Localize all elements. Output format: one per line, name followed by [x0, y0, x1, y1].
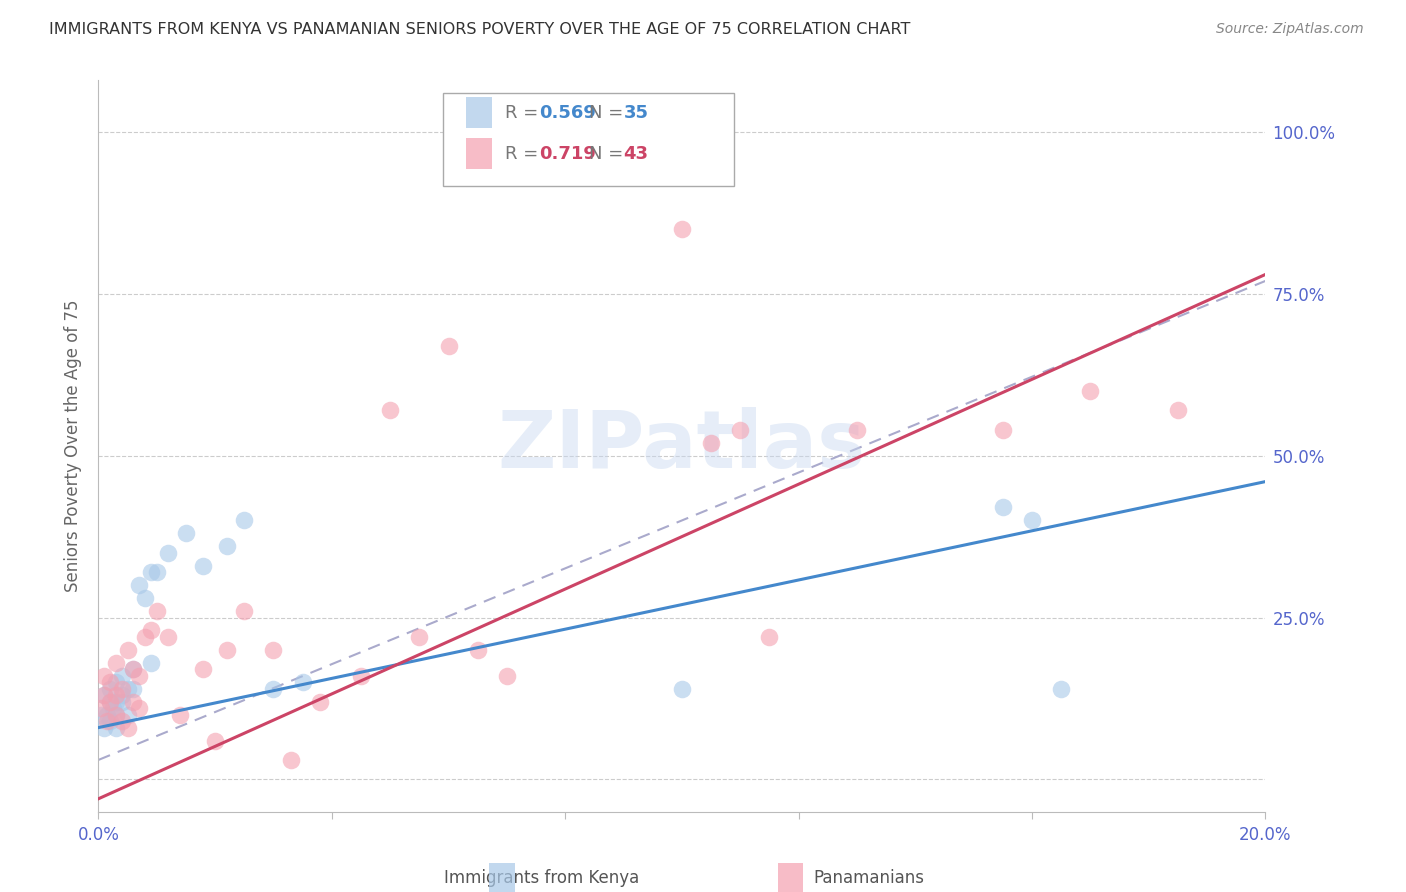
Point [98, 695, 121, 709]
Point [1021, 513, 1043, 527]
Point [350, 669, 373, 683]
Point [98, 675, 121, 690]
Point [991, 423, 1014, 437]
Text: N =: N = [589, 104, 628, 122]
Text: N =: N = [589, 145, 628, 163]
Point [122, 681, 145, 696]
Point [758, 630, 780, 644]
Point [139, 624, 162, 638]
Point [128, 669, 150, 683]
Point [104, 656, 127, 670]
Text: R =: R = [505, 104, 544, 122]
Point [174, 526, 197, 541]
Point [671, 222, 693, 236]
FancyBboxPatch shape [489, 863, 515, 892]
Text: R =: R = [505, 145, 544, 163]
Text: Panamanians: Panamanians [813, 869, 924, 887]
FancyBboxPatch shape [778, 863, 803, 892]
Point [1167, 403, 1189, 417]
Point [215, 539, 238, 553]
Point [134, 591, 156, 606]
Point [146, 604, 169, 618]
Point [1050, 681, 1073, 696]
Point [122, 662, 145, 676]
Point [96, 707, 118, 722]
Point [93, 688, 115, 702]
Point [93, 721, 115, 735]
Point [111, 669, 134, 683]
Point [111, 681, 134, 696]
Text: IMMIGRANTS FROM KENYA VS PANAMANIAN SENIORS POVERTY OVER THE AGE OF 75 CORRELATI: IMMIGRANTS FROM KENYA VS PANAMANIAN SENI… [49, 22, 911, 37]
Point [1080, 384, 1102, 398]
Point [728, 423, 751, 437]
Point [98, 695, 121, 709]
Point [700, 435, 723, 450]
Point [104, 695, 127, 709]
Point [98, 714, 121, 728]
FancyBboxPatch shape [443, 93, 734, 186]
Point [437, 339, 460, 353]
Point [90, 701, 112, 715]
Text: 0.569: 0.569 [540, 104, 596, 122]
Point [104, 688, 127, 702]
Point [96, 714, 118, 728]
Point [117, 681, 139, 696]
Point [93, 669, 115, 683]
Point [104, 707, 127, 722]
Point [193, 662, 215, 676]
Point [204, 733, 226, 747]
Point [215, 643, 238, 657]
Point [139, 566, 162, 580]
Point [128, 578, 150, 592]
Point [495, 669, 517, 683]
Point [101, 701, 124, 715]
Text: ZIPatlas: ZIPatlas [498, 407, 866, 485]
Point [845, 423, 868, 437]
Point [128, 701, 150, 715]
Point [233, 604, 256, 618]
Point [378, 403, 402, 417]
Point [262, 643, 284, 657]
Point [122, 662, 145, 676]
Point [309, 695, 332, 709]
Text: Source: ZipAtlas.com: Source: ZipAtlas.com [1216, 22, 1364, 37]
Point [671, 681, 693, 696]
Point [111, 695, 134, 709]
Y-axis label: Seniors Poverty Over the Age of 75: Seniors Poverty Over the Age of 75 [65, 300, 83, 592]
Point [157, 630, 180, 644]
Point [98, 681, 121, 696]
Point [157, 546, 180, 560]
Point [169, 707, 191, 722]
Point [262, 681, 284, 696]
Text: Immigrants from Kenya: Immigrants from Kenya [444, 869, 640, 887]
Point [117, 643, 139, 657]
Point [291, 675, 314, 690]
Point [104, 707, 127, 722]
FancyBboxPatch shape [465, 97, 492, 128]
Point [111, 688, 134, 702]
Point [117, 707, 139, 722]
Text: 35: 35 [623, 104, 648, 122]
Point [139, 656, 162, 670]
Point [280, 753, 302, 767]
Point [122, 695, 145, 709]
Text: 43: 43 [623, 145, 648, 163]
Point [146, 566, 169, 580]
Point [233, 513, 256, 527]
FancyBboxPatch shape [465, 138, 492, 169]
Point [93, 688, 115, 702]
Point [111, 714, 134, 728]
Point [134, 630, 156, 644]
Point [991, 500, 1014, 515]
Point [467, 643, 489, 657]
Point [104, 721, 127, 735]
Point [193, 558, 215, 573]
Point [117, 721, 139, 735]
Point [408, 630, 430, 644]
Text: 0.719: 0.719 [540, 145, 596, 163]
Point [104, 675, 127, 690]
Point [90, 707, 112, 722]
